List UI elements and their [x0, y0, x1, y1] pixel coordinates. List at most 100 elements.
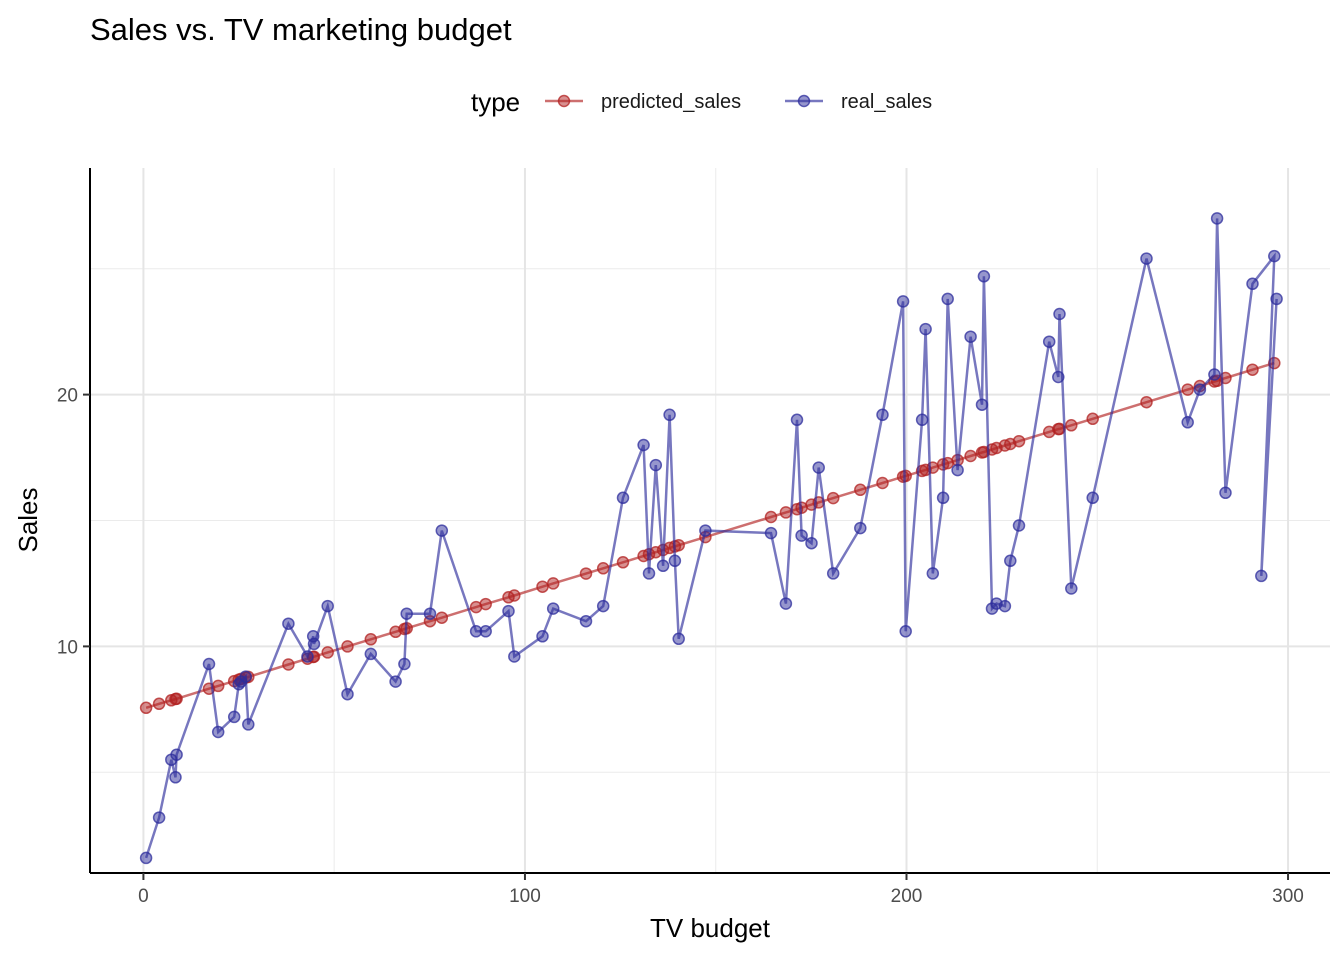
data-point: [282, 658, 295, 671]
data-point: [202, 657, 216, 671]
data-point: [764, 526, 778, 540]
data-point: [239, 670, 252, 683]
data-point: [779, 597, 793, 610]
data-point: [546, 602, 560, 615]
data-point: [1042, 335, 1056, 348]
data-point: [812, 461, 825, 474]
data-point: [1208, 368, 1221, 381]
data-point: [854, 521, 867, 535]
data-point: [579, 567, 593, 580]
data-point: [998, 599, 1012, 613]
data-point: [169, 771, 182, 784]
data-point: [152, 811, 166, 824]
x-tick-label: 300: [1272, 886, 1304, 907]
data-point: [364, 633, 378, 646]
data-point: [596, 599, 610, 613]
data-point: [779, 506, 793, 519]
data-point: [1012, 434, 1026, 448]
data-point: [764, 510, 778, 524]
data-point: [479, 625, 492, 638]
legend-key-point: [557, 94, 571, 108]
data-point: [642, 567, 656, 580]
data-point: [364, 647, 378, 661]
data-point: [637, 438, 650, 452]
legend-item-real-sales: real_sales: [785, 91, 932, 113]
y-tick-label: 20: [57, 386, 78, 407]
data-point: [139, 851, 153, 865]
data-point: [170, 692, 183, 706]
series-layer: [139, 212, 1283, 865]
data-point: [919, 322, 932, 336]
data-point: [1219, 486, 1232, 500]
data-point: [1012, 519, 1026, 532]
data-point: [699, 524, 712, 537]
legend-item-predicted-sales: predicted_sales: [545, 91, 741, 113]
data-point: [579, 614, 593, 628]
data-point: [649, 458, 663, 472]
data-point: [321, 646, 334, 659]
data-point: [964, 449, 977, 463]
data-point: [170, 748, 183, 761]
legend-title: type: [471, 87, 520, 117]
data-point: [826, 491, 840, 505]
y-tick-label: 10: [57, 637, 78, 658]
data-point: [211, 679, 225, 693]
data-point: [876, 408, 889, 422]
data-point: [1052, 370, 1065, 384]
plot-area: 0 100 200 300 10 20: [57, 168, 1330, 907]
data-point: [951, 463, 964, 477]
data-point: [1140, 395, 1153, 409]
data-point: [1193, 383, 1207, 396]
data-point: [805, 536, 818, 550]
data-point: [672, 632, 685, 646]
data-point: [139, 701, 153, 715]
data-point: [915, 413, 929, 427]
data-point: [663, 408, 676, 422]
x-tick-label: 200: [891, 886, 923, 907]
data-point: [282, 617, 295, 630]
data-point: [1065, 582, 1078, 595]
data-point: [926, 567, 940, 580]
legend-label: predicted_sales: [601, 91, 741, 113]
data-point: [508, 589, 521, 602]
data-point: [1181, 416, 1194, 429]
data-point: [1140, 252, 1153, 265]
data-point: [1086, 491, 1099, 505]
data-point: [242, 718, 255, 731]
ticks: 0 100 200 300 10 20: [57, 386, 1304, 907]
data-point: [301, 650, 314, 663]
data-point: [790, 413, 804, 427]
data-point: [389, 675, 402, 688]
data-point: [227, 710, 241, 724]
data-point: [964, 330, 977, 343]
data-point: [435, 611, 449, 624]
data-point: [546, 577, 560, 590]
data-point: [1053, 307, 1066, 321]
data-point: [1210, 212, 1224, 225]
data-point: [596, 562, 610, 575]
chart-title: Sales vs. TV marketing budget: [90, 12, 512, 47]
data-point: [1086, 412, 1099, 426]
data-point: [1065, 419, 1078, 432]
data-point: [616, 556, 630, 569]
data-point: [1268, 249, 1281, 263]
x-axis-title: TV budget: [650, 913, 771, 943]
data-point: [1181, 383, 1194, 396]
data-point: [941, 292, 954, 306]
x-tick-label: 0: [138, 886, 149, 907]
data-point: [854, 483, 867, 497]
data-point: [508, 650, 521, 663]
data-point: [479, 597, 492, 611]
data-point: [423, 607, 437, 620]
data-point: [876, 476, 889, 490]
data-point: [341, 687, 354, 701]
data-point: [341, 640, 354, 653]
data-point: [1246, 277, 1259, 291]
data-point: [1255, 569, 1268, 583]
data-point: [536, 630, 549, 643]
legend-key-point: [797, 94, 811, 108]
data-point: [616, 491, 630, 505]
x-tick-label: 100: [509, 886, 541, 907]
data-point: [795, 529, 808, 542]
